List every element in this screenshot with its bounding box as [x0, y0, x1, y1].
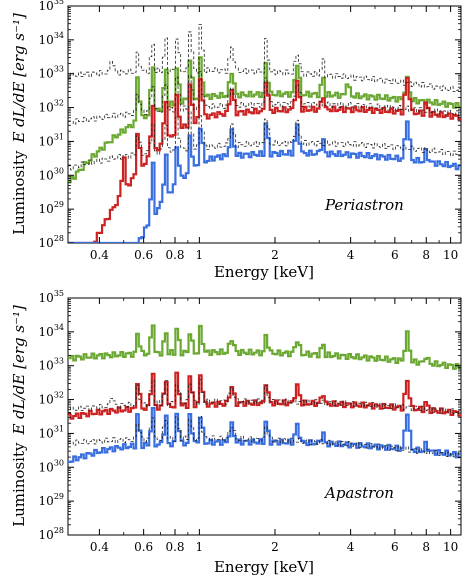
y-tick-label: 1032: [39, 391, 64, 407]
series-line: [68, 371, 461, 420]
y-tick-label: 1035: [39, 0, 64, 13]
x-tick-label: 6: [391, 248, 399, 262]
x-tick-label: 1: [196, 248, 204, 262]
x-tick-label: 0.4: [90, 540, 109, 554]
x-tick-label: 0.8: [165, 540, 184, 554]
x-axis-title: Energy [keV]: [214, 558, 314, 576]
y-tick-label: 1029: [39, 492, 64, 508]
x-tick-label: 0.6: [134, 248, 153, 262]
x-tick-label: 2: [271, 540, 279, 554]
series-line: [68, 407, 461, 463]
y-axis-title: LuminosityE dL/dE [erg s⁻¹]: [10, 305, 28, 527]
y-tick-label: 1031: [39, 132, 64, 148]
y-tick-label: 1030: [39, 458, 64, 474]
y-tick-label: 1033: [39, 357, 64, 373]
y-tick-label: 1034: [39, 31, 64, 47]
x-tick-label: 0.4: [90, 248, 109, 262]
x-tick-label: 10: [443, 248, 458, 262]
plot-frame: [67, 297, 462, 536]
y-tick-label: 1032: [39, 99, 64, 115]
series-line: [68, 111, 461, 171]
x-tick-label: 0.6: [134, 540, 153, 554]
series-line: [68, 76, 461, 243]
series-group: [68, 24, 461, 243]
y-tick-label: 1035: [39, 289, 64, 305]
series-line: [68, 416, 461, 459]
panel-annotation: Apastron: [323, 484, 394, 502]
series-line: [68, 120, 461, 243]
x-axis-title: Energy [keV]: [214, 263, 314, 281]
x-tick-label: 1: [196, 540, 204, 554]
series-line: [68, 379, 461, 415]
x-tick-label: 8: [422, 248, 430, 262]
panel-annotation: Periastron: [324, 196, 404, 214]
x-tick-label: 4: [347, 248, 355, 262]
x-tick-label: 0.8: [165, 248, 184, 262]
y-tick-label: 1029: [39, 200, 64, 216]
plot-frame: [67, 5, 462, 244]
y-tick-label: 1031: [39, 424, 64, 440]
series-line: [68, 324, 461, 370]
y-tick-label: 1034: [39, 323, 64, 339]
x-tick-label: 2: [271, 248, 279, 262]
x-tick-label: 8: [422, 540, 430, 554]
series-line: [68, 24, 461, 92]
x-tick-label: 10: [443, 540, 458, 554]
y-tick-label: 1028: [39, 526, 64, 542]
y-axis-title: LuminosityE dL/dE [erg s⁻¹]: [10, 13, 28, 235]
y-tick-label: 1033: [39, 65, 64, 81]
series-group: [68, 324, 461, 463]
y-tick-label: 1028: [39, 234, 64, 250]
y-tick-label: 1030: [39, 166, 64, 182]
series-line: [68, 71, 461, 125]
x-tick-label: 4: [347, 540, 355, 554]
x-tick-label: 6: [391, 540, 399, 554]
